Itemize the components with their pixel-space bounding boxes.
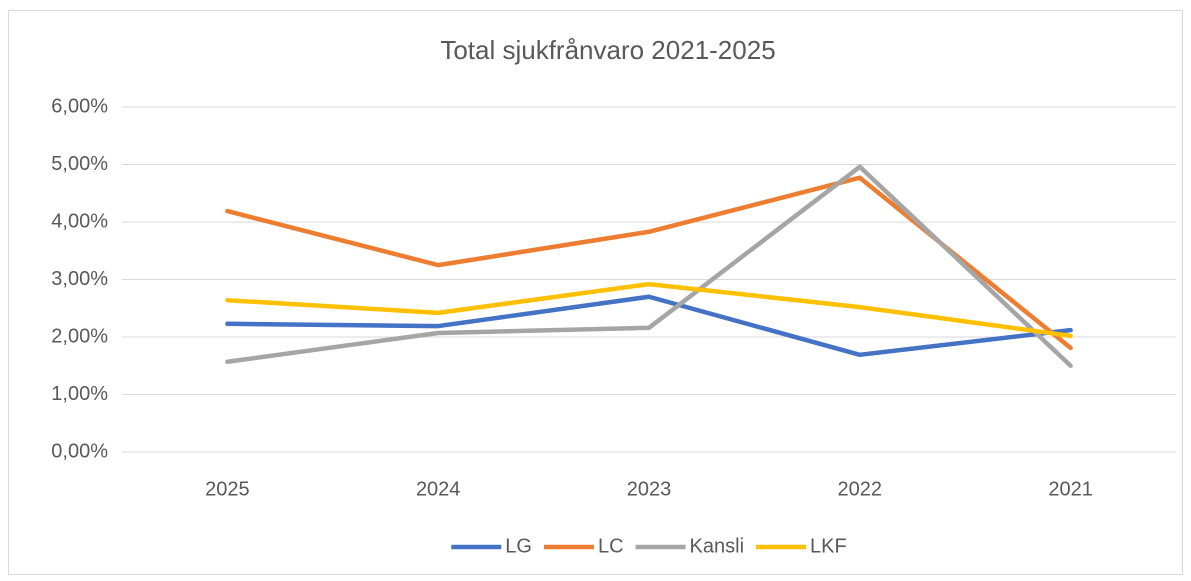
y-tick-label: 2,00% [51, 325, 108, 347]
y-tick-label: 1,00% [51, 383, 108, 405]
x-tick-label: 2025 [205, 478, 250, 500]
legend-label: Kansli [690, 535, 744, 557]
chart-title: Total sjukfrånvaro 2021-2025 [440, 35, 775, 65]
series-line [225, 164, 1073, 368]
x-tick-label: 2022 [838, 478, 883, 500]
legend-label: LG [505, 535, 532, 557]
x-tick-label: 2023 [627, 478, 672, 500]
y-tick-label: 6,00% [51, 95, 108, 117]
legend-label: LC [598, 535, 624, 557]
series-line [225, 281, 1073, 339]
y-tick-label: 0,00% [51, 440, 108, 462]
x-tick-label: 2024 [416, 478, 461, 500]
y-tick-label: 5,00% [51, 153, 108, 175]
y-tick-label: 3,00% [51, 268, 108, 290]
y-tick-label: 4,00% [51, 210, 108, 232]
x-tick-label: 2021 [1048, 478, 1093, 500]
legend-label: LKF [810, 535, 847, 557]
series-line [225, 294, 1073, 358]
